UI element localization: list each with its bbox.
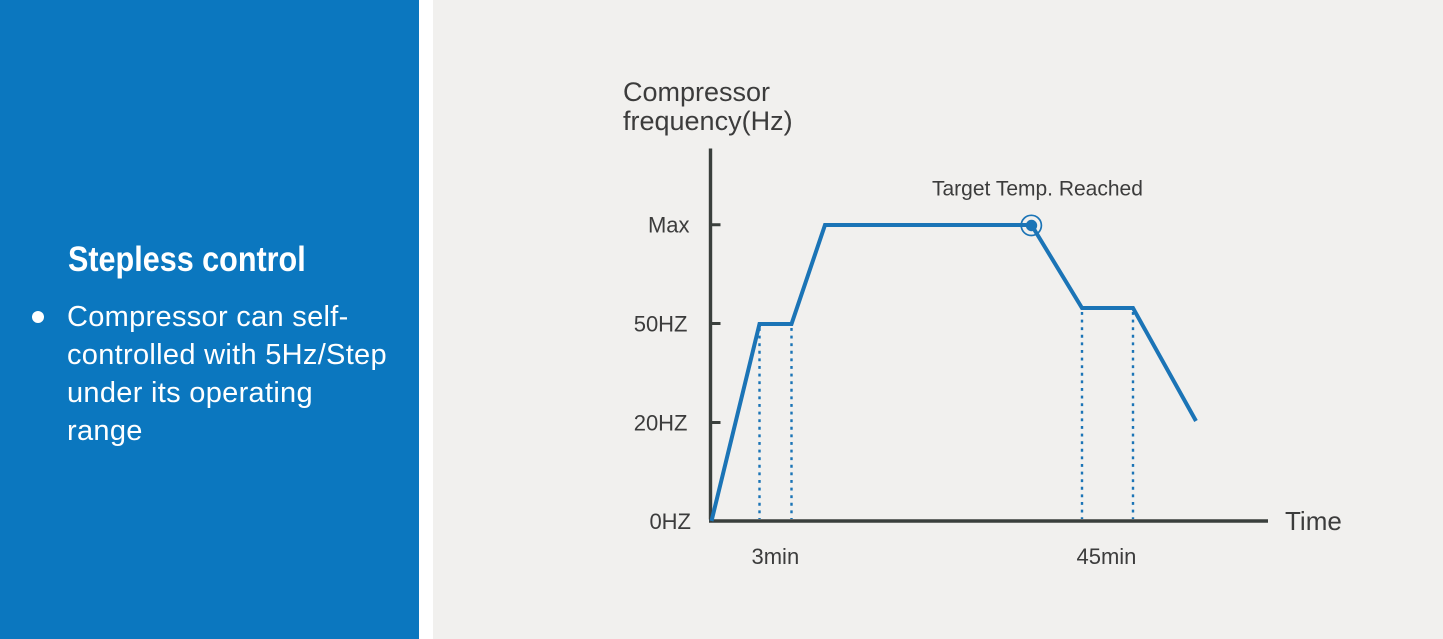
svg-text:frequency(Hz): frequency(Hz) xyxy=(623,106,793,136)
svg-text:3min: 3min xyxy=(752,544,800,569)
svg-text:20HZ: 20HZ xyxy=(634,411,688,436)
svg-text:45min: 45min xyxy=(1077,544,1137,569)
svg-text:0HZ: 0HZ xyxy=(649,509,691,534)
svg-text:Time: Time xyxy=(1285,506,1342,536)
svg-text:Max: Max xyxy=(648,213,690,238)
svg-text:Target Temp. Reached: Target Temp. Reached xyxy=(932,178,1143,201)
svg-text:50HZ: 50HZ xyxy=(634,312,688,337)
svg-text:Compressor: Compressor xyxy=(623,77,770,107)
